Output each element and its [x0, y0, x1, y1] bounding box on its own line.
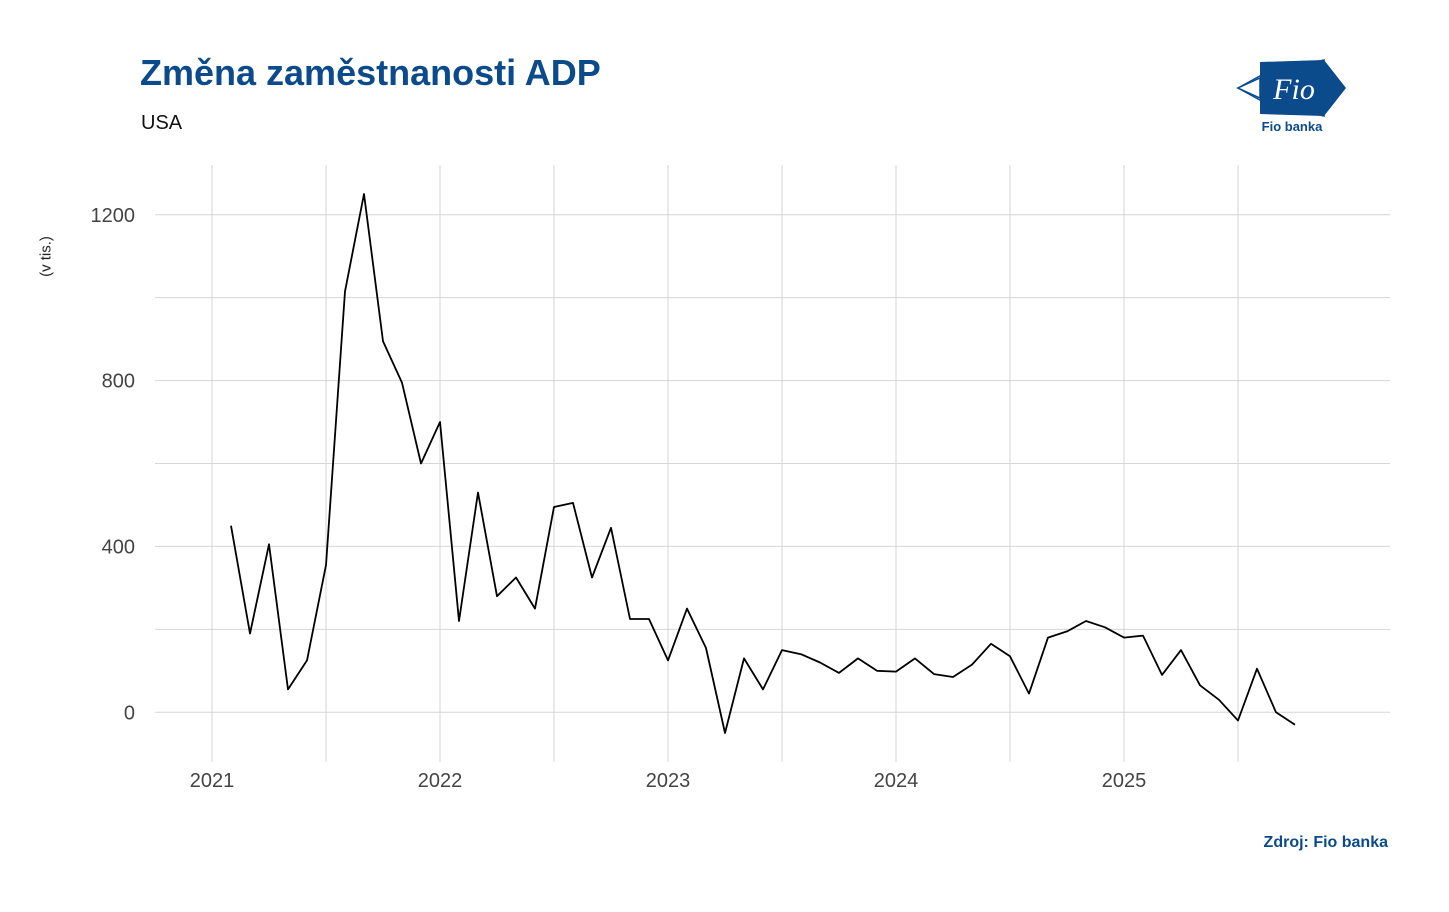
y-tick-label: 800: [102, 371, 135, 393]
source-note: Zdroj: Fio banka: [1263, 834, 1388, 851]
fio-flag-icon: Fio: [1236, 59, 1346, 117]
logo-caption: Fio banka: [1261, 119, 1323, 134]
x-tick-label: 2021: [190, 770, 235, 792]
grid-lines: [155, 165, 1390, 762]
x-tick-label: 2022: [418, 770, 463, 792]
series-line: [230, 193, 1296, 734]
x-tick-label: 2024: [874, 770, 919, 792]
chart-title: Změna zaměstnanosti ADP: [140, 52, 601, 93]
axis-tick-labels: 0 400 800 1200 2021 2022 2023 2024 2025: [91, 205, 1147, 792]
x-tick-label: 2025: [1102, 770, 1147, 792]
y-tick-label: 400: [102, 536, 135, 558]
x-tick-label: 2023: [646, 770, 691, 792]
y-tick-label: 0: [124, 702, 135, 724]
chart-subtitle: USA: [141, 112, 183, 134]
fio-banka-logo: Fio Fio banka: [1236, 58, 1348, 138]
y-tick-label: 1200: [91, 205, 136, 227]
series-layer: [230, 193, 1296, 734]
logo-mark-text: Fio: [1272, 73, 1315, 106]
